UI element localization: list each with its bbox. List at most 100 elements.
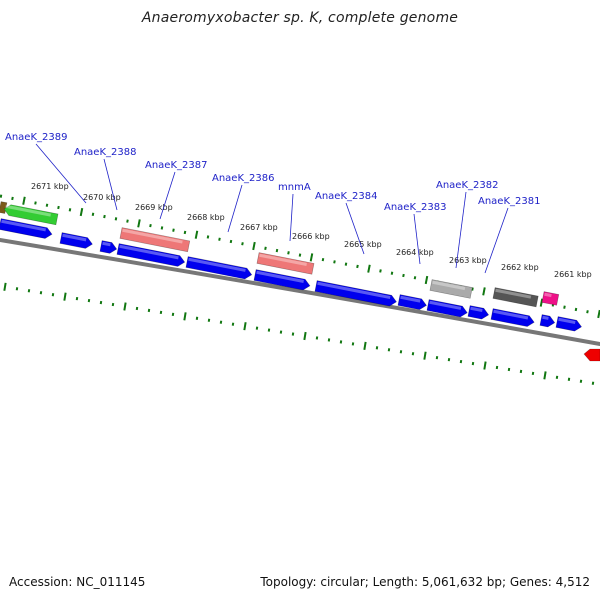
gene-forward-5-highlight — [188, 257, 246, 272]
outer-tick — [563, 305, 566, 309]
inner-tick — [339, 340, 343, 344]
gene-label: AnaeK_2382 — [436, 180, 498, 191]
gene-forward-8-highlight — [400, 295, 421, 303]
label-leader-line — [289, 193, 294, 242]
scale-label: 2664 kbp — [396, 248, 434, 257]
rna-feature-mnma-highlight — [259, 253, 307, 266]
outer-tick — [68, 208, 72, 212]
inner-tick — [531, 371, 535, 376]
outer-tick — [413, 276, 417, 280]
inner-tick — [363, 341, 367, 350]
label-leader-line — [227, 184, 243, 233]
gene-forward-7 — [314, 280, 397, 307]
scale-label: 2663 kbp — [449, 256, 487, 265]
gene-forward-8 — [397, 294, 427, 310]
inner-tick — [315, 336, 319, 340]
label-leader-line — [103, 158, 118, 211]
outer-tick — [482, 287, 486, 296]
outer-tick — [402, 273, 405, 278]
gene-forward-12 — [539, 314, 556, 328]
scale-label: 2666 kbp — [292, 232, 330, 241]
inner-tick — [231, 322, 235, 326]
gene-forward-7-highlight — [317, 281, 391, 300]
outer-tick — [57, 205, 60, 210]
outer-tick — [309, 253, 314, 262]
outer-tick — [183, 230, 187, 235]
inner-tick — [135, 306, 139, 311]
inner-tick — [39, 291, 43, 295]
outer-tick — [390, 271, 394, 275]
inner-tick — [267, 328, 271, 332]
inner-tick — [75, 296, 79, 301]
inner-tick — [51, 293, 55, 297]
genome-backbone — [0, 238, 600, 346]
gene-label: AnaeK_2387 — [145, 160, 207, 171]
scale-label: 2669 kbp — [135, 203, 173, 212]
scale-label: 2671 kbp — [31, 182, 69, 191]
inner-tick — [195, 316, 199, 320]
inner-tick — [15, 287, 19, 291]
gene-forward-11 — [490, 308, 535, 327]
inner-tick — [327, 338, 331, 342]
outer-tick — [11, 196, 14, 201]
label-leader-line — [345, 202, 365, 255]
scale-label: 2662 kbp — [501, 263, 539, 272]
outer-tick — [264, 246, 267, 250]
scale-label: 2668 kbp — [187, 213, 225, 222]
outer-tick — [252, 241, 256, 251]
outer-tick — [218, 237, 221, 241]
label-leader-line — [455, 191, 467, 269]
outer-tick — [137, 219, 141, 228]
inner-tick — [255, 326, 259, 330]
inner-tick — [303, 331, 307, 341]
outer-tick — [241, 242, 244, 246]
inner-tick — [459, 359, 463, 364]
outer-tick — [206, 235, 210, 239]
feature-red — [583, 348, 600, 362]
feature-2382 — [492, 287, 539, 308]
outer-tick — [344, 262, 348, 266]
gene-label: mnmA — [278, 182, 311, 193]
inner-tick — [519, 369, 523, 374]
outer-tick — [333, 260, 336, 264]
inner-tick — [591, 381, 595, 385]
scale-label: 2661 kbp — [554, 270, 592, 279]
map-title: Anaeromyxobacter sp. K, complete genome — [141, 10, 459, 26]
inner-tick — [87, 298, 91, 303]
inner-tick — [27, 289, 31, 293]
gene-forward-4 — [116, 243, 186, 267]
outer-tick — [275, 248, 279, 253]
inner-tick — [207, 318, 211, 322]
inner-tick — [387, 348, 391, 352]
gene-label: AnaeK_2389 — [5, 132, 67, 143]
feature-edge — [0, 201, 8, 214]
inner-tick — [399, 350, 403, 354]
gene-label: AnaeK_2381 — [478, 196, 540, 207]
inner-tick — [3, 282, 7, 291]
outer-tick — [103, 214, 106, 219]
rna-feature-2387 — [119, 227, 191, 253]
inner-tick — [171, 312, 175, 317]
outer-tick — [126, 219, 129, 223]
inner-tick — [123, 302, 127, 311]
label-leader-line — [413, 213, 421, 265]
inner-tick — [411, 352, 415, 356]
outer-tick — [287, 251, 290, 255]
inner-tick — [435, 356, 439, 360]
inner-tick — [159, 310, 163, 315]
gene-forward-13 — [555, 316, 582, 332]
gene-forward-13-highlight — [558, 317, 576, 325]
feature-2383-highlight — [432, 280, 466, 291]
outer-tick — [114, 217, 118, 221]
outer-tick — [367, 264, 371, 273]
gene-forward-2-highlight — [62, 233, 87, 242]
inner-tick — [483, 361, 487, 370]
inner-tick — [279, 330, 283, 334]
inner-tick — [375, 346, 379, 350]
inner-tick — [423, 351, 427, 360]
inner-tick — [111, 302, 115, 307]
gene-forward-3-highlight — [102, 241, 111, 247]
gene-label: AnaeK_2383 — [384, 202, 446, 213]
scale-label: 2670 kbp — [83, 193, 121, 202]
gene-forward-3 — [99, 240, 118, 254]
